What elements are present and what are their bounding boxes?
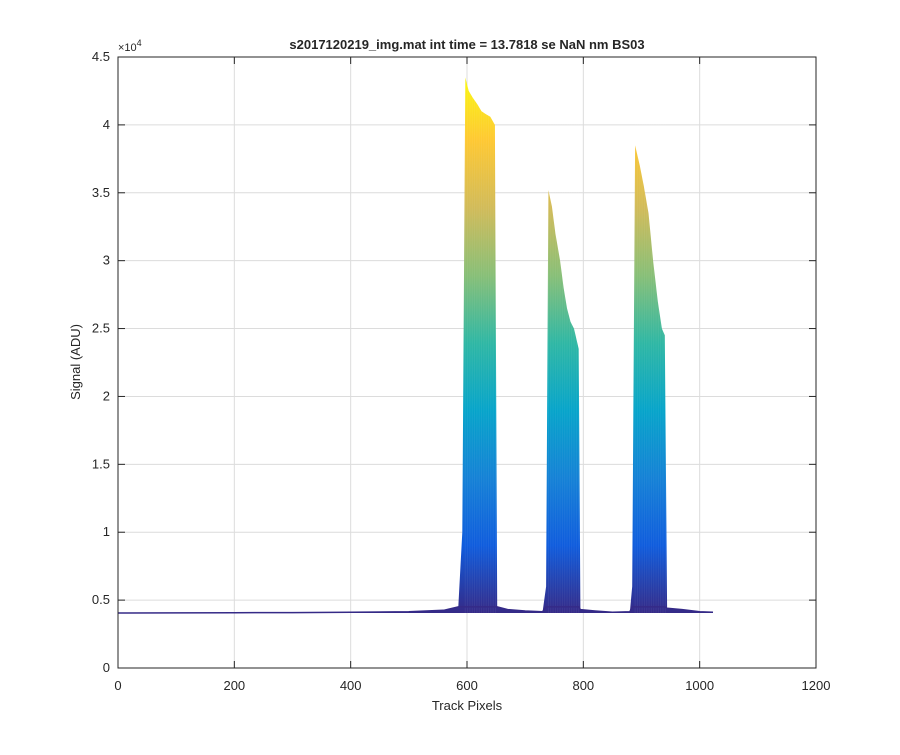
x-tick-label: 400 [340, 678, 362, 693]
y-tick-label: 0 [103, 660, 110, 675]
x-tick-label: 600 [456, 678, 478, 693]
tick-marks [117, 56, 817, 669]
x-tick-label: 1000 [685, 678, 714, 693]
y-exponent-base: ×10 [118, 42, 137, 54]
y-exponent-power: 4 [137, 38, 142, 48]
y-tick-label: 3.5 [92, 185, 110, 200]
y-exponent: ×104 [118, 38, 142, 54]
x-tick-label: 200 [223, 678, 245, 693]
y-tick-label: 1 [103, 524, 110, 539]
signal-area [118, 77, 713, 613]
y-tick-label: 3 [103, 253, 110, 268]
x-axis-label: Track Pixels [432, 698, 503, 713]
baseline-trace [118, 606, 714, 614]
x-tick-label: 0 [114, 678, 121, 693]
x-tick-label: 1200 [802, 678, 831, 693]
y-tick-label: 4 [103, 117, 110, 132]
y-tick-labels: 0 0.5 1 1.5 2 2.5 3 3.5 4 4.5 [92, 49, 110, 675]
y-tick-label: 4.5 [92, 49, 110, 64]
y-tick-label: 1.5 [92, 456, 110, 471]
y-axis-label: Signal (ADU) [68, 324, 83, 400]
x-tick-labels: 0 200 400 600 800 1000 1200 [114, 678, 830, 693]
y-tick-label: 2.5 [92, 321, 110, 336]
chart-title: s2017120219_img.mat int time = 13.7818 s… [289, 37, 644, 52]
signal-series [118, 57, 714, 614]
y-tick-label: 2 [103, 388, 110, 403]
y-tick-label: 0.5 [92, 592, 110, 607]
x-tick-label: 800 [572, 678, 594, 693]
